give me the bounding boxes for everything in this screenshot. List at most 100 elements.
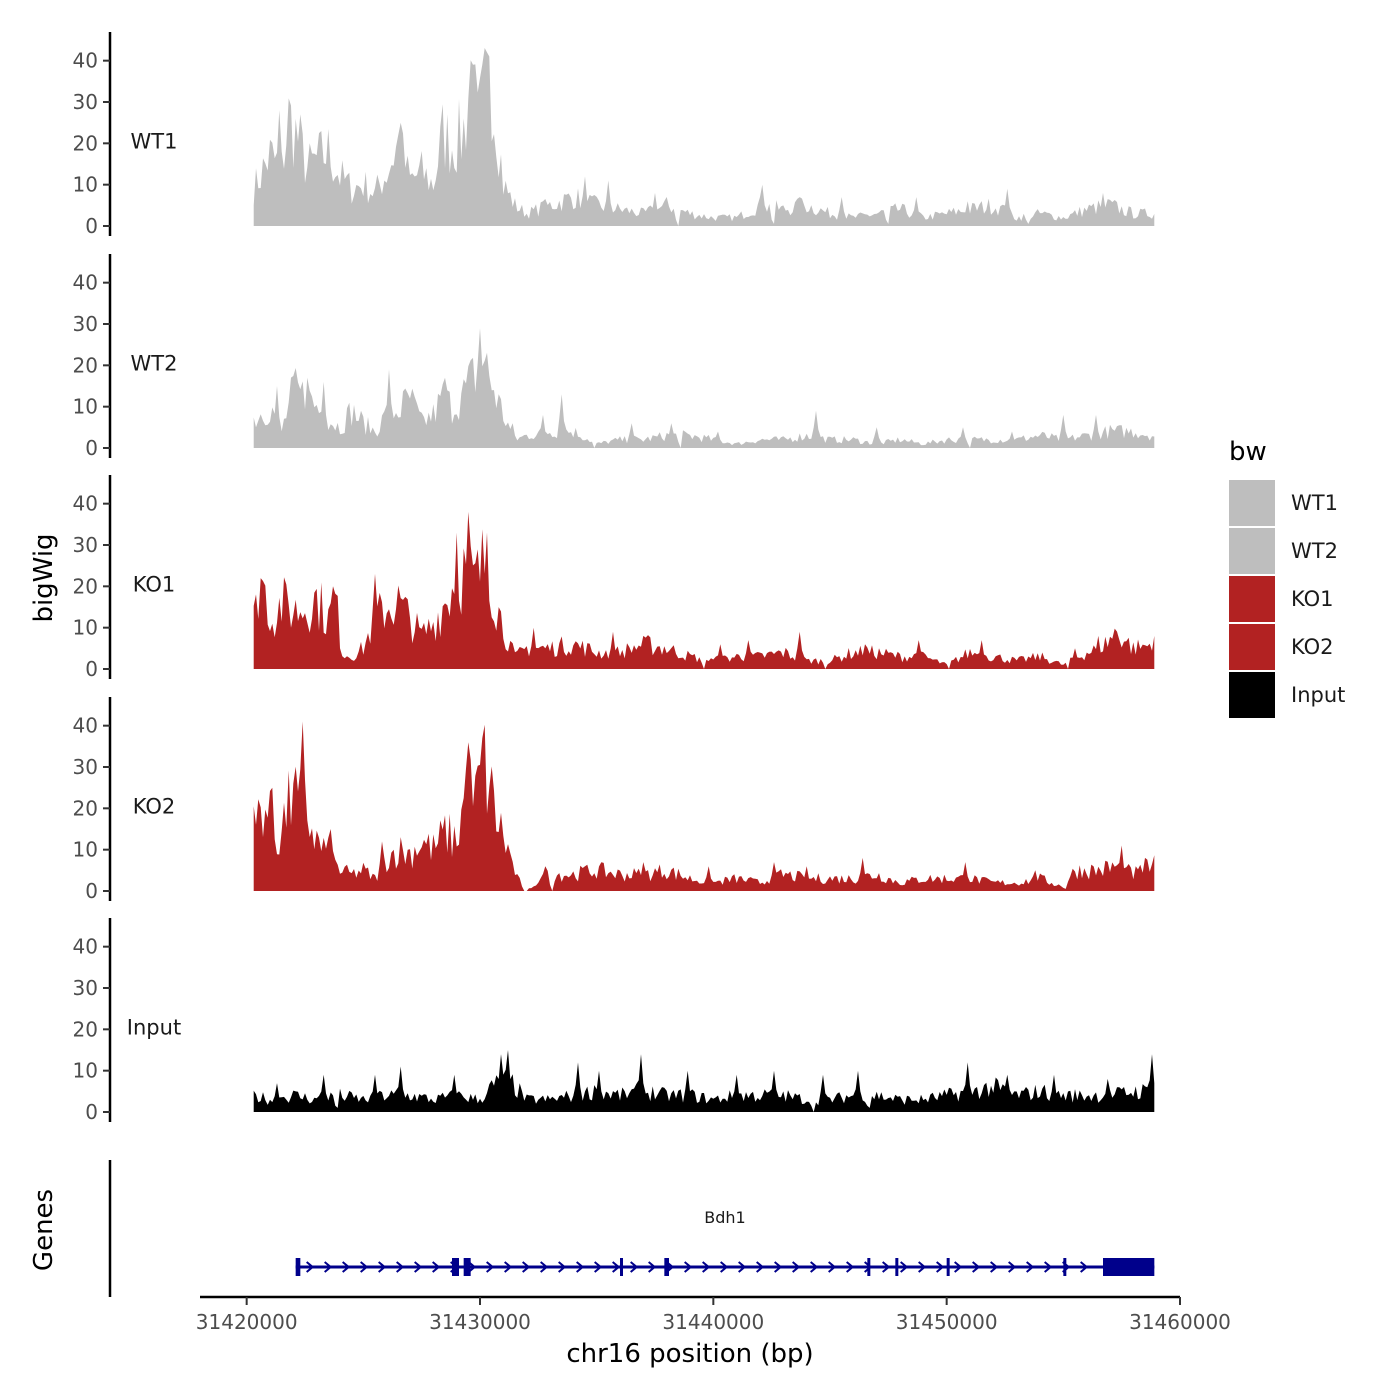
strand-arrow [414, 1261, 423, 1273]
y-tick-label: 40 [73, 935, 98, 959]
y-tick-label: 0 [85, 436, 98, 460]
strand-arrow [936, 1261, 945, 1273]
strand-arrow [324, 1261, 333, 1273]
legend-swatch-ko1 [1229, 576, 1275, 622]
strand-arrow [360, 1261, 369, 1273]
y-tick-label: 20 [73, 574, 98, 598]
y-tick-label: 30 [73, 755, 98, 779]
legend-label-input: Input [1291, 683, 1345, 707]
legend-label-wt1: WT1 [1291, 491, 1338, 515]
strand-arrow [504, 1261, 513, 1273]
strand-arrow [720, 1261, 729, 1273]
strand-arrow [846, 1261, 855, 1273]
strand-arrow [432, 1261, 441, 1273]
strand-arrow [684, 1261, 693, 1273]
strand-arrow [1008, 1261, 1017, 1273]
y-tick-label: 20 [73, 1017, 98, 1041]
legend-swatch-input [1229, 672, 1275, 718]
y-tick-label: 40 [73, 714, 98, 738]
y-tick-label: 0 [85, 657, 98, 681]
strand-arrow [792, 1261, 801, 1273]
area-ko1 [253, 511, 1155, 669]
x-tick-label: 31440000 [662, 1310, 764, 1334]
strand-arrow [576, 1261, 585, 1273]
strand-arrow [396, 1261, 405, 1273]
track-label-input: Input [127, 1015, 181, 1039]
strand-arrow [900, 1261, 909, 1273]
strand-arrow [882, 1261, 891, 1273]
y-tick-label: 40 [73, 49, 98, 73]
strand-arrow [972, 1261, 981, 1273]
legend-title: bw [1229, 437, 1267, 467]
gene-panel-title: Genes [29, 1189, 59, 1271]
strand-arrow [738, 1261, 747, 1273]
strand-arrow [342, 1261, 351, 1273]
strand-arrow [540, 1261, 549, 1273]
y-tick-label: 0 [85, 1100, 98, 1124]
y-axis-title: bigWig [29, 533, 59, 622]
y-tick-label: 10 [73, 616, 98, 640]
y-tick-label: 30 [73, 533, 98, 557]
y-tick-label: 20 [73, 131, 98, 155]
gene-exon [620, 1258, 623, 1276]
y-tick-label: 30 [73, 90, 98, 114]
strand-arrow [990, 1261, 999, 1273]
strand-arrow [378, 1261, 387, 1273]
strand-arrow [918, 1261, 927, 1273]
strand-arrow [522, 1261, 531, 1273]
gene-exon [463, 1258, 471, 1276]
x-tick-label: 31420000 [196, 1310, 298, 1334]
strand-arrow [648, 1261, 657, 1273]
legend-swatch-wt2 [1229, 528, 1275, 574]
y-tick-label: 30 [73, 312, 98, 336]
strand-arrow [1044, 1261, 1053, 1273]
strand-arrow [864, 1261, 873, 1273]
signal-tracks [253, 48, 1155, 1112]
strand-arrow [702, 1261, 711, 1273]
track-label-wt2: WT2 [131, 351, 178, 375]
gene-name-label: Bdh1 [704, 1208, 745, 1227]
gene-exon [867, 1258, 871, 1276]
legend-label-ko2: KO2 [1291, 635, 1334, 659]
gene-exon [452, 1258, 459, 1276]
y-axes: 0 10 20 30 40 0 10 20 30 40 0 10 20 30 40 0 10 20 30 40 0 10 2… [73, 32, 112, 1124]
strand-arrow [1026, 1261, 1035, 1273]
strand-arrow [630, 1261, 639, 1273]
track-label-wt1: WT1 [131, 129, 178, 153]
y-tick-label: 10 [73, 173, 98, 197]
strand-arrow [594, 1261, 603, 1273]
area-wt1 [253, 48, 1155, 226]
y-tick-label: 10 [73, 838, 98, 862]
gene-exon [664, 1258, 669, 1276]
area-ko2 [253, 721, 1155, 891]
track-labels: WT1 WT2 KO1 KO2 Input [127, 129, 181, 1039]
strand-arrow [468, 1261, 477, 1273]
gene-exon [946, 1258, 950, 1276]
strand-arrow [612, 1261, 621, 1273]
strand-arrow [486, 1261, 495, 1273]
y-tick-label: 0 [85, 214, 98, 238]
y-tick-label: 10 [73, 395, 98, 419]
gene-exon [895, 1258, 899, 1276]
x-tick-label: 31450000 [896, 1310, 998, 1334]
gene-exon [295, 1258, 301, 1276]
x-axis-title: chr16 position (bp) [566, 1339, 813, 1369]
y-tick-label: 20 [73, 796, 98, 820]
x-axis: 31420000 31430000 31440000 31450000 31460000 [196, 1295, 1231, 1334]
y-tick-label: 20 [73, 353, 98, 377]
track-label-ko1: KO1 [133, 572, 176, 596]
gene-exon [1103, 1258, 1155, 1276]
strand-arrow [810, 1261, 819, 1273]
gene-panel: Bdh1 [108, 1160, 1155, 1297]
y-tick-label: 40 [73, 271, 98, 295]
strand-arrow [756, 1261, 765, 1273]
gene-exon [1063, 1258, 1067, 1276]
legend-swatch-ko2 [1229, 624, 1275, 670]
area-input [253, 1050, 1155, 1112]
y-tick-label: 10 [73, 1059, 98, 1083]
track-label-ko2: KO2 [133, 794, 176, 818]
y-tick-label: 0 [85, 879, 98, 903]
strand-arrow [1080, 1261, 1089, 1273]
legend-swatch-wt1 [1229, 480, 1275, 526]
